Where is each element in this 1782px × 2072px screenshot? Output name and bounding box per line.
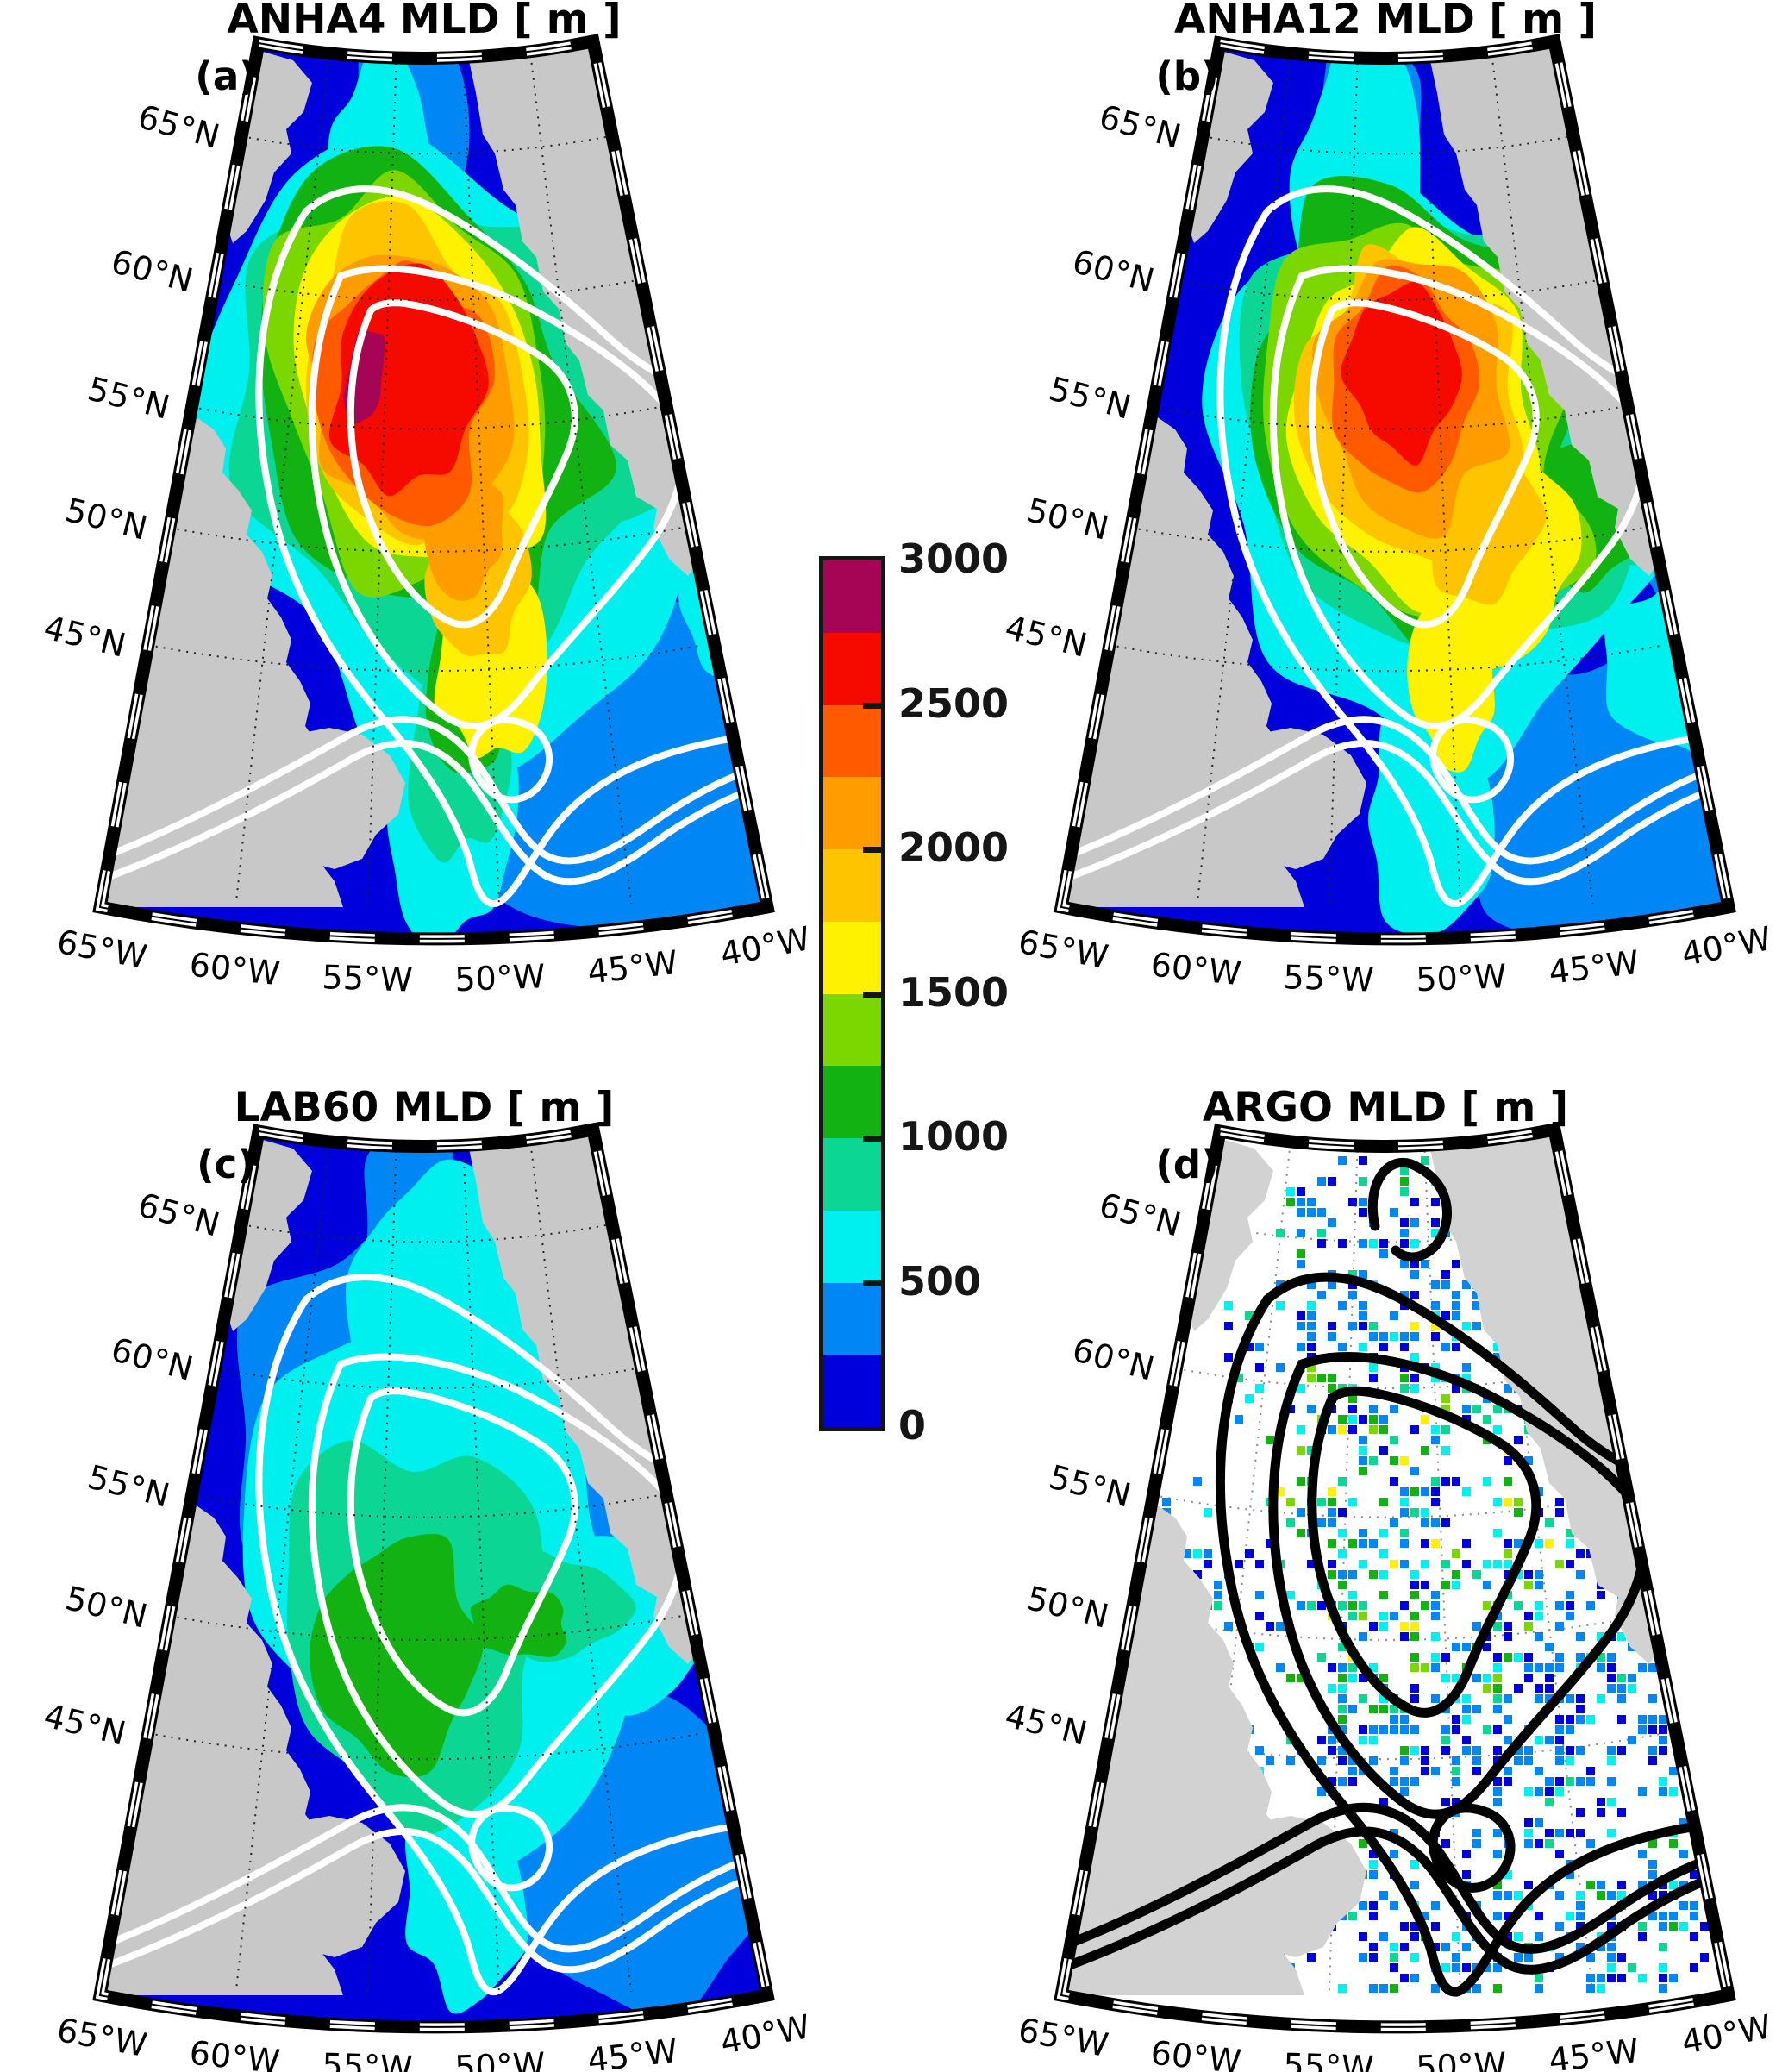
colorbar-segment [823,993,881,1067]
lat-label: 45°N [1002,608,1091,664]
colorbar-tick-label: 2500 [898,679,1010,727]
lon-label: 55°W [1283,958,1374,998]
lat-label: 55°N [84,1458,173,1515]
panel-letter: (a) [195,53,257,99]
lat-label: 65°N [134,97,223,156]
colorbar [819,556,885,1431]
frame-line [98,1128,769,2028]
colorbar-tick-label: 0 [898,1402,927,1449]
map-area [1061,41,1729,939]
lon-label: 60°W [188,2033,282,2072]
panel-title: ARGO MLD [ m ] [1203,1084,1568,1131]
panel-letter: (c) [197,1142,255,1187]
colorbar-tick-mark [863,847,881,853]
frame-line [98,40,769,940]
lon-label: 40°W [717,919,813,973]
panel-title: ANHA12 MLD [ m ] [1174,0,1597,43]
lon-label: 60°W [1149,945,1243,992]
panel-letter: (d) [1155,1142,1218,1187]
map-panel-argo: ARGO MLD [ m ] (d)65°N 60°N 55°N 50°N 45°N 65°… [1002,1084,1775,2072]
colorbar-segment [823,560,881,633]
lat-label: 65°N [134,1186,223,1244]
map-panel-anha12: ANHA12 MLD [ m ] (b)65°N 60°N 55°N 50°N 45°N 6… [1002,0,1775,999]
lon-label: 40°W [1679,919,1774,973]
lat-label: 60°N [108,1330,197,1388]
frame-line [1060,1128,1730,2028]
lat-label: 60°N [1069,242,1159,300]
colorbar-tick-label: 500 [898,1257,982,1305]
lon-label: 55°W [322,2046,413,2072]
colorbar-tick-mark [863,702,881,709]
bathymetry-contours [100,185,767,908]
lat-label: 50°N [1023,1579,1113,1636]
lat-label: 55°N [84,370,173,427]
lon-label: 65°W [1016,923,1111,976]
lon-label: 65°W [54,923,150,976]
lat-label: 50°N [62,491,152,548]
lon-label: 65°W [54,2011,150,2064]
lon-label: 50°W [454,957,547,998]
lon-label: 55°W [1283,2046,1374,2072]
lon-label: 50°W [1416,957,1508,998]
colorbar-segment [823,1355,881,1427]
panel-title: LAB60 MLD [ m ] [234,1084,615,1131]
lon-label: 55°W [322,958,413,998]
lon-label: 50°W [454,2045,547,2072]
lon-label: 60°W [1149,2033,1243,2072]
lon-label: 45°W [1547,943,1641,992]
colorbar-tick-label: 2000 [898,824,1010,871]
colorbar-segment [823,777,881,849]
colorbar-segment [823,849,881,922]
colorbar-tick-label: 1000 [898,1113,1010,1160]
lon-label: 45°W [585,2031,679,2072]
colorbar-segment [823,1282,881,1355]
panel-title: ANHA4 MLD [ m ] [227,0,621,43]
panel-letter: (b) [1155,53,1218,99]
colorbar-segment [823,1138,881,1211]
map-area [1061,1130,1729,2027]
colorbar-tick-label: 3000 [898,535,1010,582]
colorbar-tick-mark [863,991,881,998]
colorbar-segment [823,921,881,994]
frame-line [1060,40,1730,940]
lat-label: 55°N [1045,1458,1135,1515]
colorbar-tick-mark [863,1280,881,1286]
lon-label: 45°W [1547,2031,1641,2072]
map-panel-lab60: LAB60 MLD [ m ] (c)65°N 60°N 55°N 50°N 45°N 65… [41,1084,814,2072]
map-area [100,1130,767,2027]
lon-label: 40°W [717,2007,813,2062]
colorbar-tick-mark [863,1136,881,1142]
bathymetry-contours [1061,1157,1729,1997]
colorbar-segment [823,632,881,705]
map-panel-anha4: ANHA4 MLD [ m ] (a)65°N 60°N 55°N 50°N 45°N 65… [41,0,814,999]
lat-label: 65°N [1095,1186,1185,1244]
lat-label: 60°N [108,242,197,300]
lat-label: 65°N [1095,97,1185,156]
lat-label: 55°N [1045,370,1135,427]
colorbar-segment [823,1066,881,1138]
colorbar-segment [823,704,881,778]
lon-label: 65°W [1016,2011,1111,2064]
lat-label: 50°N [1023,491,1113,548]
lon-label: 45°W [585,943,679,992]
colorbar-segment [823,1210,881,1283]
lat-label: 60°N [1069,1330,1159,1388]
lon-label: 50°W [1416,2045,1508,2072]
lat-label: 50°N [62,1579,152,1636]
lat-label: 45°N [1002,1696,1091,1752]
colorbar-tick-label: 1500 [898,968,1010,1016]
lat-label: 45°N [41,608,129,664]
lon-label: 40°W [1679,2007,1774,2062]
lon-label: 60°W [188,945,282,992]
lat-label: 45°N [41,1696,129,1752]
bathymetry-contours [1061,185,1729,908]
